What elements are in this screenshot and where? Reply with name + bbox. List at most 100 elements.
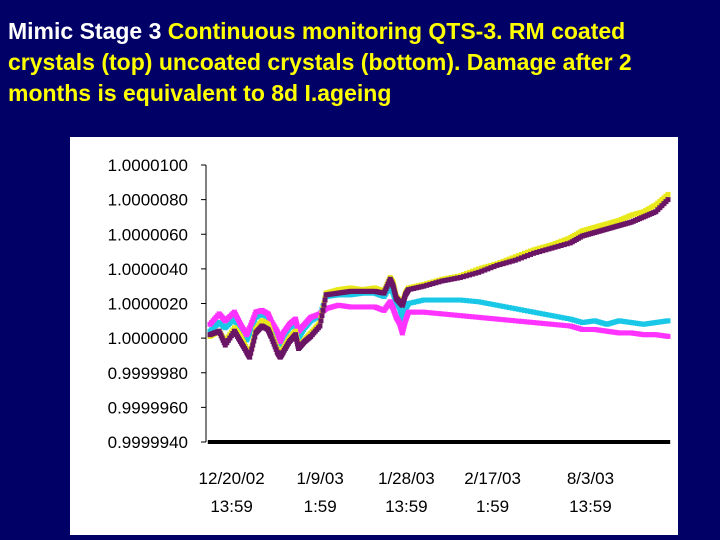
baseline-mark	[350, 440, 355, 444]
data-point-magenta	[540, 320, 546, 326]
baseline-mark	[207, 440, 213, 444]
data-point-magenta	[491, 316, 497, 322]
data-point-magenta	[463, 313, 469, 319]
baseline-mark	[299, 440, 304, 444]
baseline-mark	[439, 440, 444, 444]
data-point-purple	[272, 344, 278, 350]
baseline-mark	[510, 440, 515, 444]
data-point-purple	[321, 302, 327, 308]
data-point-purple	[543, 247, 549, 253]
baseline-mark	[530, 440, 536, 444]
data-point-purple	[494, 262, 500, 268]
data-point-cyan	[494, 302, 500, 308]
baseline-mark	[635, 440, 640, 444]
data-point-purple	[476, 269, 482, 275]
data-point-magenta	[454, 312, 460, 318]
data-point-magenta	[500, 317, 506, 323]
data-point-yellow	[292, 328, 298, 334]
data-point-cyan	[479, 299, 485, 305]
baseline-mark	[345, 440, 350, 444]
data-point-cyan	[460, 297, 466, 303]
data-point-yellow	[546, 243, 552, 249]
data-point-yellow	[320, 305, 326, 311]
data-point-purple	[318, 318, 324, 324]
baseline-mark	[317, 440, 322, 444]
data-point-magenta	[442, 311, 448, 317]
data-point-yellow	[552, 240, 558, 246]
x-tick-label-line2: 1:59	[476, 497, 509, 516]
data-point-purple	[251, 338, 257, 344]
data-point-yellow	[482, 264, 488, 270]
data-point-magenta	[518, 318, 524, 324]
data-point-purple	[561, 242, 567, 248]
y-tick-label: 1.0000100	[108, 156, 188, 175]
baseline-mark	[586, 440, 592, 444]
baseline-mark	[324, 440, 330, 444]
data-point-magenta	[476, 314, 482, 320]
data-point-magenta	[497, 316, 503, 322]
baseline-mark	[533, 440, 538, 444]
data-point-yellow	[485, 263, 491, 269]
baseline-mark	[263, 440, 269, 444]
baseline-mark	[630, 440, 635, 444]
baseline-mark	[632, 440, 638, 444]
data-point-magenta	[413, 309, 419, 315]
data-point-yellow	[549, 242, 555, 248]
baseline-mark	[642, 440, 648, 444]
data-point-yellow	[503, 257, 509, 263]
baseline-mark	[622, 440, 627, 444]
baseline-mark	[551, 440, 556, 444]
baseline-mark	[538, 440, 543, 444]
baseline-mark	[210, 440, 215, 444]
baseline-mark	[360, 440, 365, 444]
data-point-yellow	[521, 250, 527, 256]
data-point-purple	[479, 268, 485, 274]
data-point-purple	[430, 281, 436, 287]
data-point-magenta	[534, 320, 540, 326]
data-point-cyan	[537, 310, 543, 316]
data-point-purple	[549, 245, 555, 251]
data-point-purple	[473, 270, 479, 276]
baseline-mark	[515, 440, 521, 444]
data-point-purple	[270, 339, 276, 345]
baseline-mark	[383, 440, 388, 444]
baseline-mark	[291, 440, 297, 444]
data-point-purple	[460, 274, 466, 280]
data-point-yellow	[512, 254, 518, 260]
data-point-cyan	[552, 313, 558, 319]
baseline-mark	[403, 440, 409, 444]
baseline-mark	[253, 440, 258, 444]
data-point-magenta	[561, 322, 567, 328]
data-point-purple	[418, 284, 424, 290]
data-point-magenta	[433, 310, 439, 316]
data-point-cyan	[416, 298, 422, 304]
data-point-purple	[534, 249, 540, 255]
baseline-mark	[464, 440, 470, 444]
baseline-mark	[574, 440, 579, 444]
data-point-cyan	[558, 314, 564, 320]
data-point-magenta	[460, 313, 466, 319]
data-point-purple	[424, 282, 430, 288]
baseline-mark	[342, 440, 348, 444]
data-point-cyan	[485, 301, 491, 306]
baseline-mark	[301, 440, 307, 444]
data-point-yellow	[470, 268, 476, 274]
data-point-purple	[518, 255, 524, 261]
data-point-yellow	[534, 246, 540, 252]
baseline-mark	[558, 440, 564, 444]
data-point-cyan	[457, 297, 463, 303]
baseline-mark	[408, 440, 414, 444]
baseline-mark	[536, 440, 541, 444]
data-point-cyan	[424, 297, 430, 303]
data-point-magenta	[528, 319, 534, 325]
baseline-mark	[355, 440, 360, 444]
data-point-purple	[249, 346, 255, 352]
baseline-mark	[452, 440, 457, 444]
y-tick-label: 1.0000000	[108, 329, 188, 348]
y-tick-label: 1.0000080	[108, 191, 188, 210]
data-point-magenta	[558, 322, 564, 328]
slide-title-rest: Continuous monitoring QTS-3. RM coated c…	[8, 18, 632, 106]
data-point-magenta	[445, 311, 451, 317]
baseline-mark	[457, 440, 462, 444]
data-point-cyan	[500, 303, 506, 309]
